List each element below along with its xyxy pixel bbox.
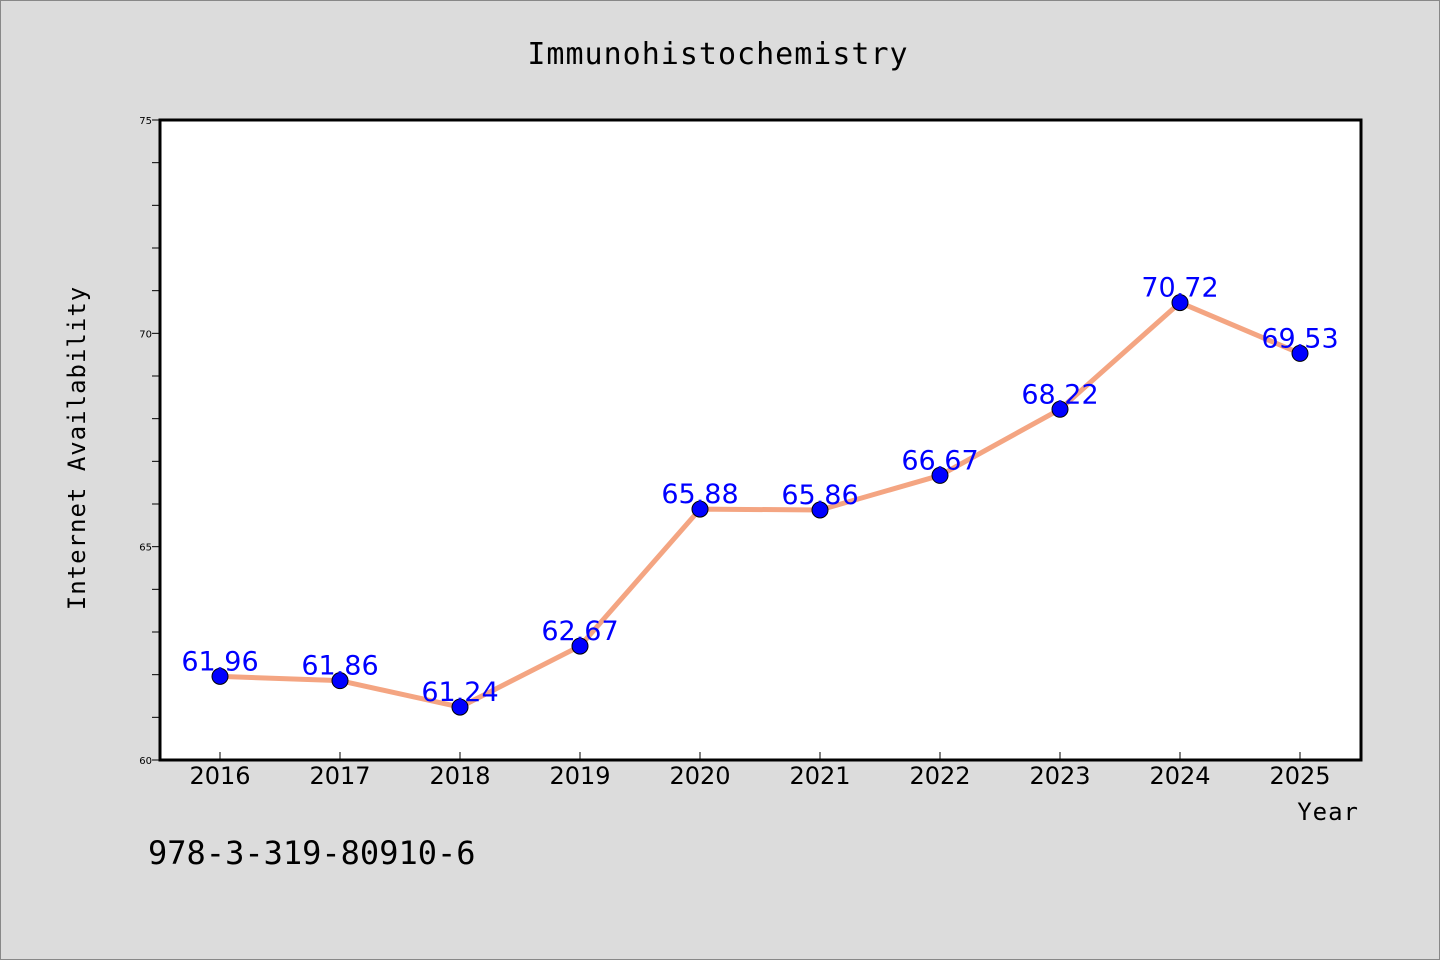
series-line <box>217 300 1303 710</box>
x-tick-label: 2017 <box>309 762 370 790</box>
data-label: 66.67 <box>901 445 978 476</box>
data-label: 62.67 <box>541 616 618 647</box>
plot-frame <box>158 118 1363 762</box>
data-point <box>931 466 949 484</box>
data-point <box>1051 400 1069 418</box>
x-tick-label: 2016 <box>189 762 250 790</box>
x-tick-label: 2023 <box>1029 762 1090 790</box>
footer-isbn: 978-3-319-80910-6 <box>148 834 476 872</box>
data-point <box>1171 294 1189 312</box>
x-tick-label: 2025 <box>1269 762 1330 790</box>
plot-area <box>160 120 1361 760</box>
data-point <box>1291 344 1309 362</box>
y-tick-label: 60 <box>139 756 152 767</box>
chart-title: Immunohistochemistry <box>527 37 908 72</box>
y-tick-label: 70 <box>139 329 152 340</box>
data-point <box>571 637 589 655</box>
y-axis-label: Internet Availability <box>63 286 91 610</box>
data-label: 70.72 <box>1141 273 1218 304</box>
data-point <box>811 501 829 519</box>
data-label: 61.24 <box>421 677 498 708</box>
data-label: 65.86 <box>781 480 858 511</box>
x-axis-label: Year <box>1297 798 1359 826</box>
tick-marks: 60 65 70 75 2016 2017 2018 2019 2020 2021 2022 2023… <box>139 116 1330 790</box>
series-layer: 61.96 61.86 61.24 62.67 65.88 65.86 66.67 68.22… <box>181 273 1339 716</box>
data-label: 69.53 <box>1261 323 1338 354</box>
data-point <box>451 698 469 716</box>
x-tick-label: 2021 <box>789 762 850 790</box>
x-tick-label: 2019 <box>549 762 610 790</box>
data-label: 61.86 <box>301 651 378 682</box>
y-tick-label: 65 <box>139 543 152 554</box>
x-tick-label: 2024 <box>1149 762 1210 790</box>
data-point <box>691 500 709 518</box>
data-label: 65.88 <box>661 479 738 510</box>
x-tick-label: 2022 <box>909 762 970 790</box>
x-tick-label: 2020 <box>669 762 730 790</box>
y-tick-label: 75 <box>139 116 152 127</box>
x-tick-label: 2018 <box>429 762 490 790</box>
data-label: 61.96 <box>181 646 258 677</box>
data-label: 68.22 <box>1021 379 1098 410</box>
data-point <box>211 667 229 685</box>
data-point <box>331 672 349 690</box>
